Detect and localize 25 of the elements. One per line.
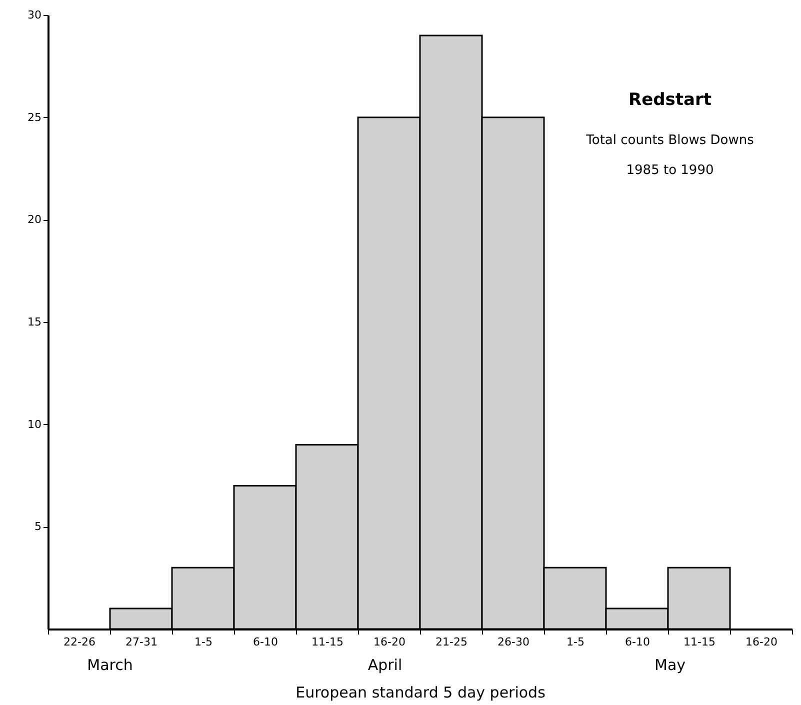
x-tick-label: 11-15	[312, 636, 344, 648]
y-tick-label: 25	[28, 110, 42, 124]
annotation: Total counts Blows Downs	[585, 133, 754, 148]
x-tick-label: 1-5	[194, 636, 212, 648]
text: Redstart	[628, 90, 712, 110]
x-tick-label: 1-5	[566, 636, 584, 648]
x-tick-label: 22-26	[64, 636, 96, 648]
x-tick-label: 21-25	[436, 636, 468, 648]
text: May	[654, 656, 686, 674]
x-axis-title: European standard 5 day periods	[296, 684, 546, 702]
x-tick-label: 26-30	[498, 636, 530, 648]
text: April	[368, 656, 402, 674]
x-tick-label: 27-31	[126, 636, 158, 648]
y-tick-label: 30	[28, 8, 42, 22]
y-tick-label: 5	[34, 520, 42, 534]
annotation: 1985 to 1990	[626, 163, 714, 178]
y-tick-label: 20	[28, 213, 42, 226]
x-tick-label: 6-10	[625, 636, 650, 648]
x-tick-label: 16-20	[746, 636, 778, 648]
x-tick-label: 16-20	[374, 636, 406, 648]
text: March	[87, 656, 133, 674]
y-tick-label: 10	[28, 418, 42, 431]
x-tick-label: 6-10	[253, 636, 278, 648]
y-tick-label: 15	[28, 316, 42, 328]
x-tick-label: 11-15	[684, 636, 716, 648]
